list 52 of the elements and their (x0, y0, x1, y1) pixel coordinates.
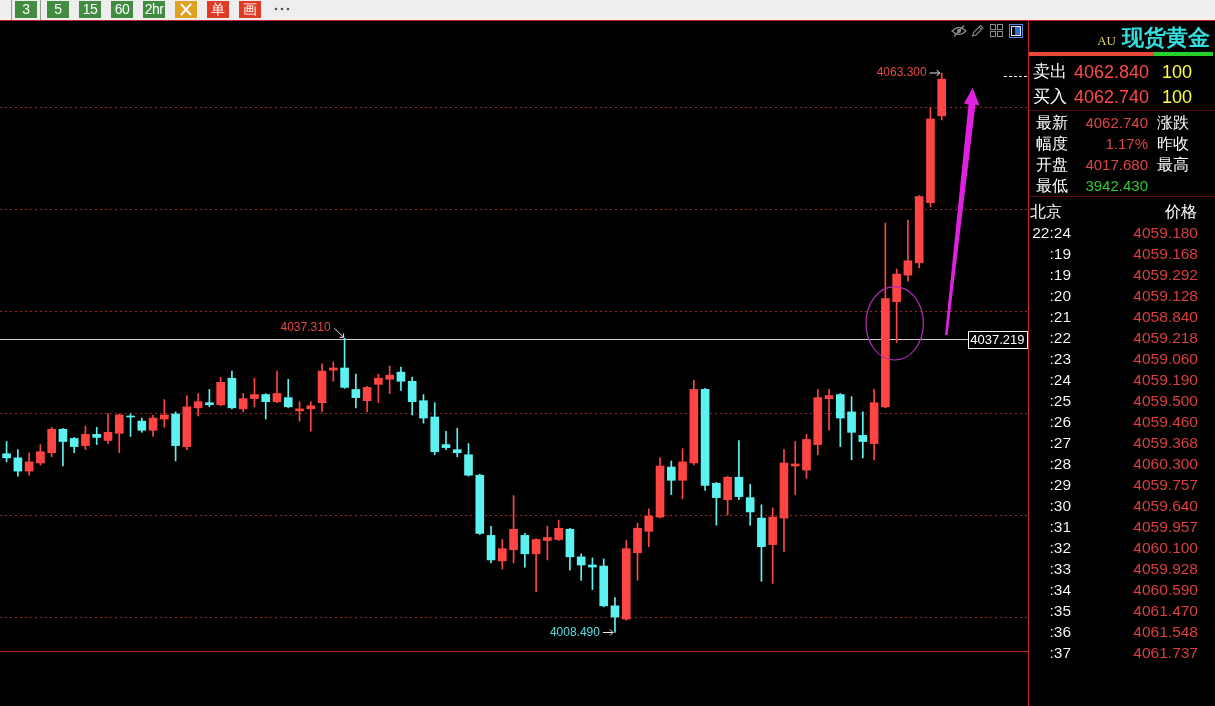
ref-line-label: 4037.219 (970, 331, 1025, 347)
text: AU (1097, 33, 1116, 48)
text: 现货黄金 (1122, 25, 1210, 50)
text: :26 4059.460 (1049, 411, 1198, 431)
text: 北京 (1030, 201, 1062, 221)
text: 4062.740 (1085, 113, 1148, 132)
text: :23 4059.060 (1049, 348, 1198, 368)
text: :19 4059.292 (1049, 264, 1198, 284)
button: 5 (47, 1, 69, 18)
annotation: 4063.300 (876, 65, 928, 80)
annotation: 4008.490 (549, 624, 601, 639)
text: :28 4060.300 (1049, 453, 1198, 473)
text: :21 4058.840 (1049, 306, 1198, 326)
text: :27 4059.368 (1049, 432, 1198, 452)
text: :20 4059.128 (1049, 285, 1198, 305)
text: 昨收 (1157, 134, 1189, 154)
annotation: 4037.310 (280, 320, 331, 335)
text: :35 4061.470 (1049, 600, 1198, 620)
text: :25 4059.500 (1049, 390, 1198, 410)
text: :33 4059.928 (1049, 558, 1198, 578)
button: 单 (207, 1, 229, 18)
text: :29 4059.757 (1049, 474, 1198, 494)
text: :24 4059.190 (1049, 369, 1198, 389)
text: 最新 (1036, 113, 1068, 133)
text: 最高 (1157, 155, 1189, 175)
text: 100 (1162, 85, 1193, 108)
text: 4062.840 (1073, 61, 1149, 83)
text: :19 4059.168 (1049, 243, 1198, 263)
text: :30 4059.640 (1049, 495, 1198, 515)
text: 4017.680 (1085, 155, 1148, 174)
text: 3942.430 (1085, 176, 1148, 195)
text: 涨跌 (1157, 113, 1189, 133)
button: 2hr (143, 1, 165, 18)
text: 卖出 (1033, 62, 1067, 82)
text: :34 4060.590 (1049, 579, 1198, 599)
text: 价格 (1165, 201, 1197, 221)
button: 60 (111, 1, 133, 18)
text: :36 4061.548 (1049, 621, 1198, 641)
text: 1.17% (1105, 134, 1148, 153)
text: :32 4060.100 (1049, 537, 1198, 557)
text: 幅度 (1036, 134, 1068, 154)
text: :22 4059.218 (1049, 327, 1198, 347)
button: 15 (79, 1, 101, 18)
text: 100 (1162, 61, 1193, 83)
text: 最低 (1036, 176, 1068, 196)
button: 画 (239, 1, 261, 18)
text: :37 4061.737 (1049, 642, 1198, 662)
text: :31 4059.957 (1049, 516, 1198, 536)
text: 买入 (1033, 86, 1067, 107)
text: 4062.740 (1073, 85, 1149, 108)
text: 22:24 4059.180 (1032, 222, 1198, 242)
text: 开盘 (1036, 155, 1068, 175)
